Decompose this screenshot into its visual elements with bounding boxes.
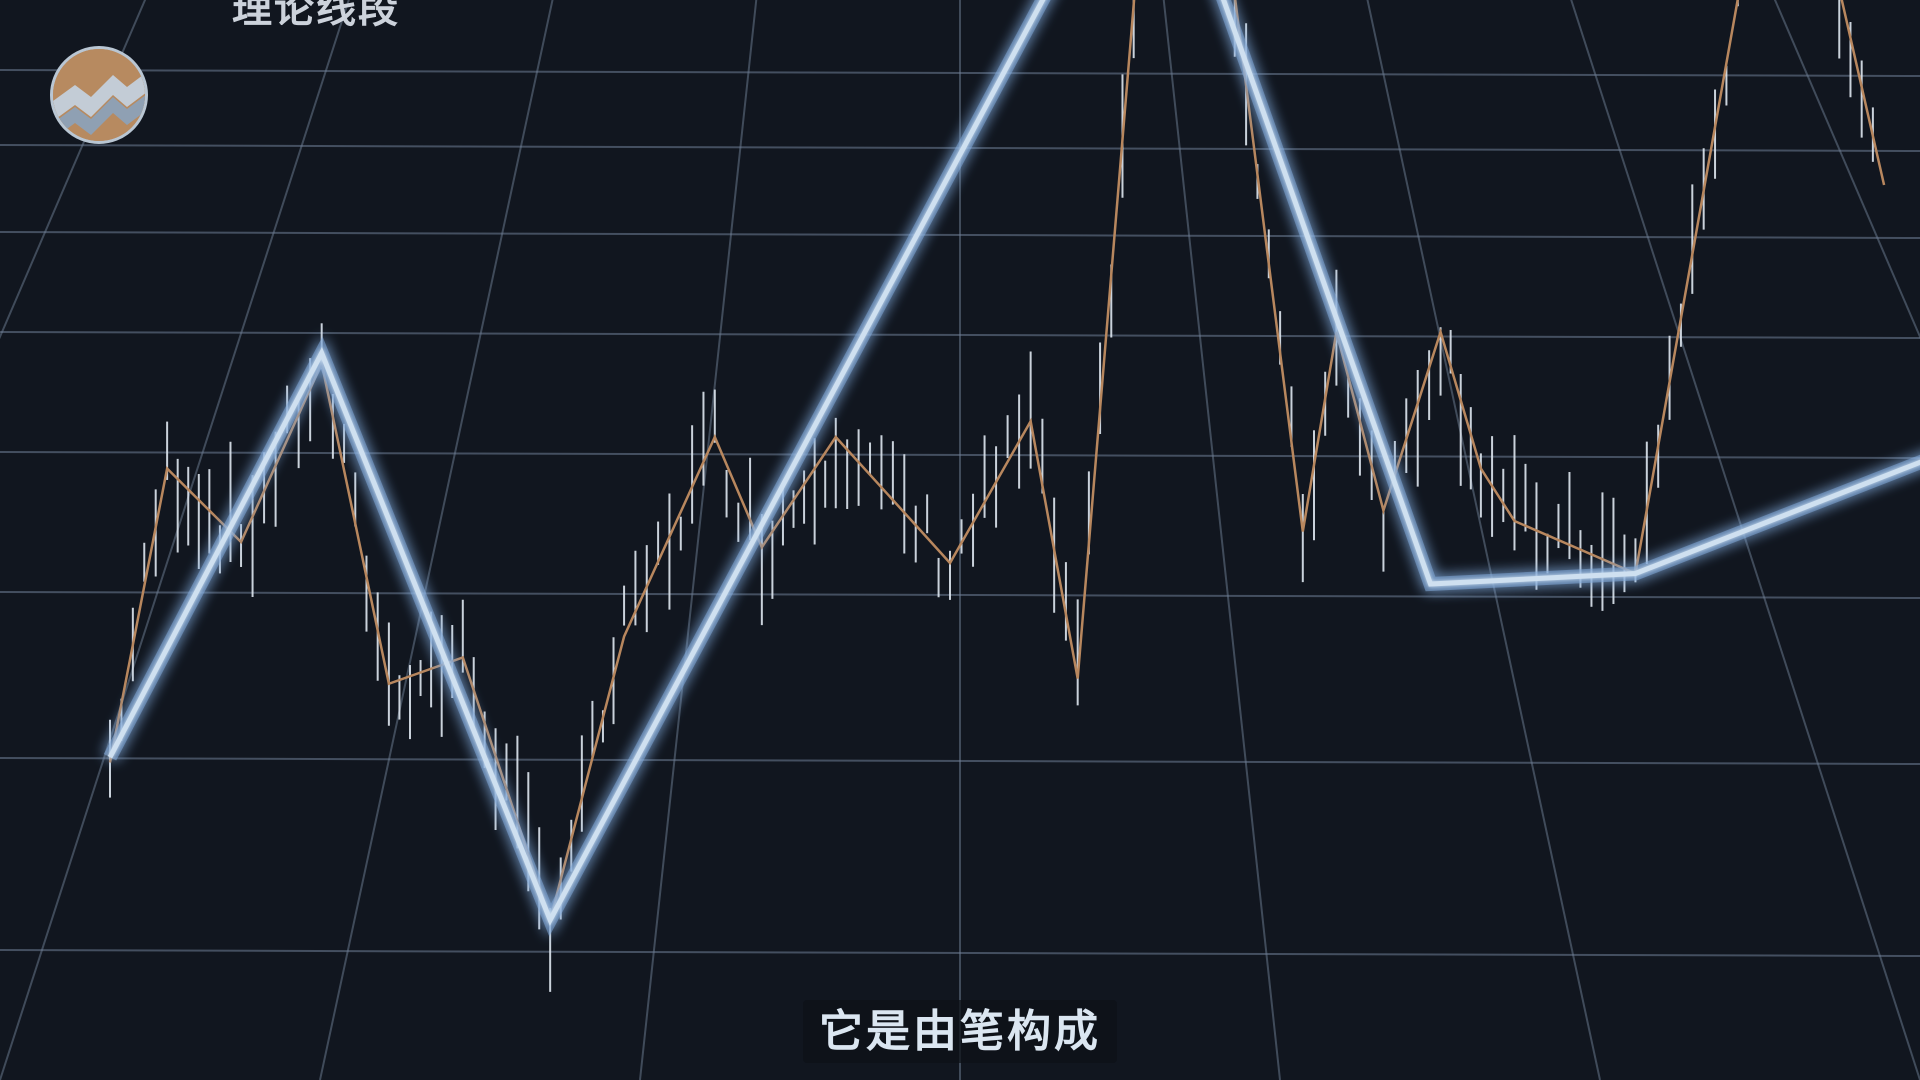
grid-line-vertical <box>1773 0 1920 340</box>
stroke-series <box>108 0 1886 925</box>
grid-line-vertical <box>639 0 758 1080</box>
stroke-line <box>108 0 1886 925</box>
zigzag-logo-icon <box>50 46 148 144</box>
grid-line-vertical <box>1162 0 1281 1080</box>
page-title: 理论线段 <box>232 0 400 32</box>
caption-subtitle: 它是由笔构成 <box>0 995 1920 1063</box>
grid-line-vertical <box>1366 0 1601 1080</box>
segment-line <box>107 0 1920 926</box>
caption-text: 它是由笔构成 <box>803 1000 1117 1063</box>
grid-line-vertical <box>1570 0 1920 1080</box>
segment-series <box>103 0 1920 937</box>
segment-glow <box>103 0 1920 937</box>
grid-line-vertical <box>319 0 554 1080</box>
grid-line-vertical <box>0 0 147 340</box>
